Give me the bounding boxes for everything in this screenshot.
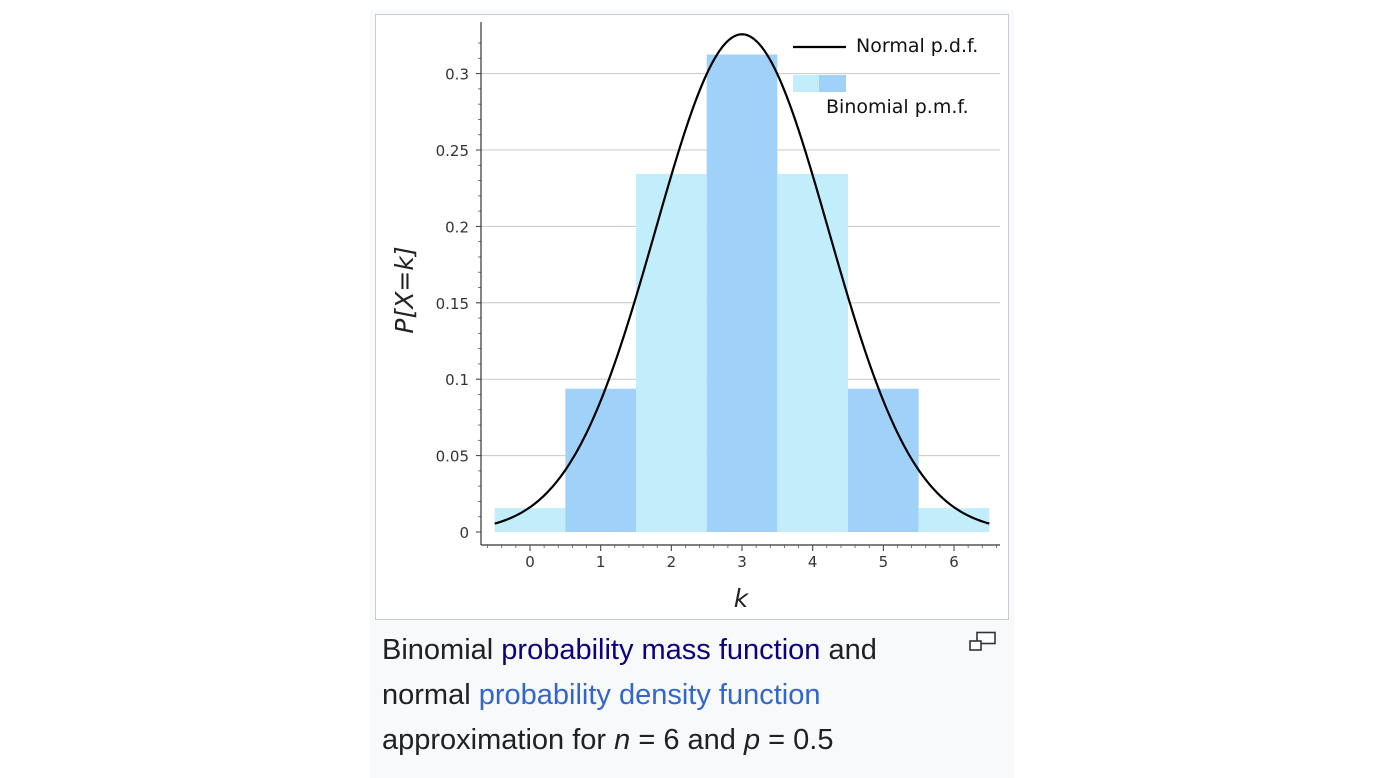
- x-axis-label: k: [734, 584, 750, 613]
- y-tick-labels: 0 0.05 0.1 0.15 0.2 0.25 0.3: [436, 66, 469, 542]
- caption-text-3: approximation for: [382, 724, 615, 756]
- bar-k4: [777, 173, 849, 532]
- bar-k3: [706, 54, 778, 532]
- caption-var-p: p: [743, 724, 761, 756]
- x-tick-labels: 0 1 2 3 4 5 6: [525, 553, 959, 571]
- caption-text-5: = 0.5: [760, 724, 834, 756]
- magnify-icon[interactable]: [968, 631, 998, 653]
- y-tick-label: 0.25: [436, 142, 469, 160]
- bar-k1: [565, 388, 637, 532]
- x-tick-label: 6: [949, 553, 959, 571]
- y-tick-label: 0.3: [445, 66, 469, 84]
- caption-text-4: = 6 and: [630, 724, 744, 756]
- y-axis-label: P[X=k]: [390, 246, 419, 333]
- legend: Normal p.d.f. Binomial p.m.f.: [793, 35, 978, 118]
- normal-curve: [494, 33, 990, 525]
- link-probability-mass-function[interactable]: probability mass function: [501, 634, 821, 666]
- x-tick-label: 3: [737, 553, 747, 571]
- legend-swatch-light: [793, 75, 819, 92]
- x-tick-label: 0: [525, 553, 535, 571]
- y-tick-label: 0.1: [445, 371, 469, 389]
- bar-k5: [848, 388, 919, 532]
- figure-caption: Binomial probability mass function and n…: [382, 628, 942, 763]
- bar-k2: [636, 173, 707, 532]
- axes: [476, 22, 1000, 551]
- caption-text-2: and normal: [382, 634, 877, 711]
- legend-label-normal: Normal p.d.f.: [856, 35, 978, 57]
- y-tick-label: 0.15: [436, 295, 469, 313]
- x-tick-label: 1: [596, 553, 606, 571]
- y-tick-label: 0.2: [445, 218, 469, 236]
- x-tick-label: 2: [667, 553, 677, 571]
- caption-text-1: Binomial: [382, 634, 502, 666]
- y-tick-label: 0: [459, 524, 469, 542]
- legend-label-binomial: Binomial p.m.f.: [826, 96, 969, 118]
- legend-swatch-dark: [819, 75, 846, 92]
- x-tick-label: 5: [879, 553, 889, 571]
- link-probability-density-function[interactable]: probability density function: [478, 679, 821, 711]
- caption-var-n: n: [614, 724, 631, 756]
- y-tick-label: 0.05: [436, 448, 469, 466]
- bars: [494, 54, 990, 532]
- x-tick-label: 4: [808, 553, 818, 571]
- bar-k0: [494, 508, 566, 532]
- bar-k6: [918, 508, 990, 532]
